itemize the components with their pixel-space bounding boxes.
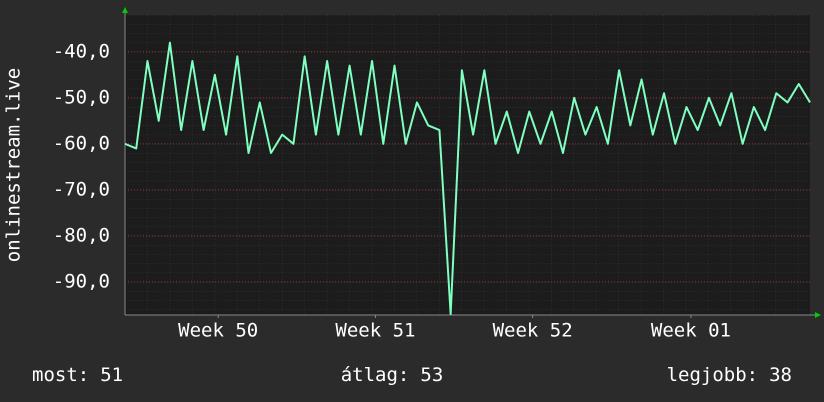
y-tick-label: -50,0: [53, 86, 110, 108]
y-arrow: [122, 7, 128, 13]
series-line: [124, 41, 811, 316]
footer: most: 51 átlag: 53 legjobb: 38: [32, 364, 792, 386]
stat-label: most:: [32, 364, 89, 386]
y-tick-label: -80,0: [53, 224, 110, 246]
footer-stat: átlag: 53: [341, 364, 444, 386]
stat-value: 38: [769, 364, 792, 386]
stat-value: 53: [420, 364, 443, 386]
x-tick-label: Week 01: [651, 320, 731, 342]
x-tick-label: Week 52: [493, 320, 573, 342]
stat-label: átlag:: [341, 364, 410, 386]
minor-grid: [125, 15, 810, 315]
x-tick-label: Week 50: [178, 320, 258, 342]
stat-label: legjobb:: [667, 364, 759, 386]
x-tick-label: Week 51: [335, 320, 415, 342]
y-tick-label: -60,0: [53, 132, 110, 154]
y-axis-label: onlinestream.live: [3, 68, 25, 262]
x-arrow: [815, 312, 821, 318]
footer-stat: legjobb: 38: [667, 364, 792, 386]
y-tick-label: -90,0: [53, 270, 110, 292]
y-tick-label: -40,0: [53, 40, 110, 62]
footer-stat: most: 51: [32, 364, 123, 386]
y-tick-label: -70,0: [53, 178, 110, 200]
stat-value: 51: [100, 364, 123, 386]
